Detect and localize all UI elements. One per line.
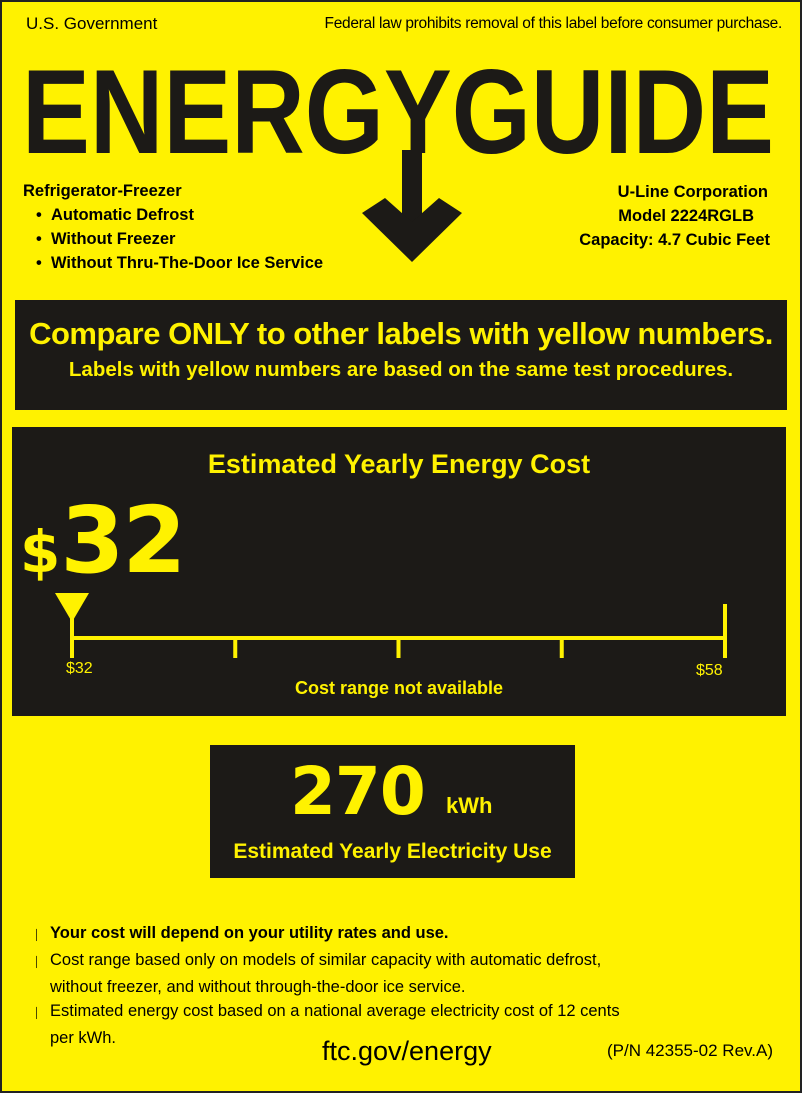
note-item: │ Cost range based only on models of simi… xyxy=(34,951,602,969)
electricity-use-box: 270 kWh Estimated Yearly Electricity Use xyxy=(210,745,575,878)
capacity: Capacity: 4.7 Cubic Feet xyxy=(579,231,770,249)
banner-line1: Compare ONLY to other labels with yellow… xyxy=(29,316,773,351)
notes-list: │ Your cost will depend on your utility r… xyxy=(34,921,620,1050)
model-number: Model 2224RGLB xyxy=(618,207,754,225)
yearly-cost-box: Estimated Yearly Energy Cost $32 $32 $58… xyxy=(12,427,786,716)
cost-range-scale xyxy=(55,593,727,658)
header-left: U.S. Government xyxy=(26,14,158,33)
scale-min-label: $32 xyxy=(66,660,93,677)
part-number: (P/N 42355-02 Rev.A) xyxy=(607,1041,773,1060)
kwh-value: 270 xyxy=(290,753,426,830)
energyguide-logo: ENERGYGUIDE xyxy=(22,45,774,262)
manufacturer: U-Line Corporation xyxy=(617,183,768,201)
down-arrow-icon xyxy=(362,150,462,262)
cost-value: $32 xyxy=(20,487,186,594)
cost-amount: 32 xyxy=(60,487,186,594)
feature-list: • Automatic Defrost • Without Freezer • … xyxy=(36,203,323,275)
note-item: per kWh. xyxy=(50,1029,117,1047)
scale-max-label: $58 xyxy=(696,662,723,679)
feature-item: • Automatic Defrost xyxy=(36,206,194,224)
note-item: without freezer, and without through-the… xyxy=(50,978,466,996)
kwh-unit: kWh xyxy=(446,793,493,818)
note-item: │ Your cost will depend on your utility r… xyxy=(34,924,449,942)
banner-line2: Labels with yellow numbers are based on … xyxy=(68,358,734,381)
compare-banner: Compare ONLY to other labels with yellow… xyxy=(15,300,787,410)
ftc-url: ftc.gov/energy xyxy=(322,1036,492,1066)
range-note: Cost range not available xyxy=(294,678,504,698)
electricity-label: Estimated Yearly Electricity Use xyxy=(233,840,552,863)
cost-marker-triangle xyxy=(55,593,89,622)
note-item: │ Estimated energy cost based on a nation… xyxy=(34,1002,620,1020)
cost-title: Estimated Yearly Energy Cost xyxy=(207,449,591,479)
product-type: Refrigerator-Freezer xyxy=(23,182,182,200)
feature-item: • Without Thru-The-Door Ice Service xyxy=(36,254,324,272)
manufacturer-info: U-Line Corporation Model 2224RGLB Capaci… xyxy=(579,180,770,252)
currency-symbol: $ xyxy=(20,518,61,586)
logo-text: ENERGYGUIDE xyxy=(22,45,774,179)
header-right: Federal law prohibits removal of this la… xyxy=(324,15,783,32)
feature-item: • Without Freezer xyxy=(36,230,176,248)
